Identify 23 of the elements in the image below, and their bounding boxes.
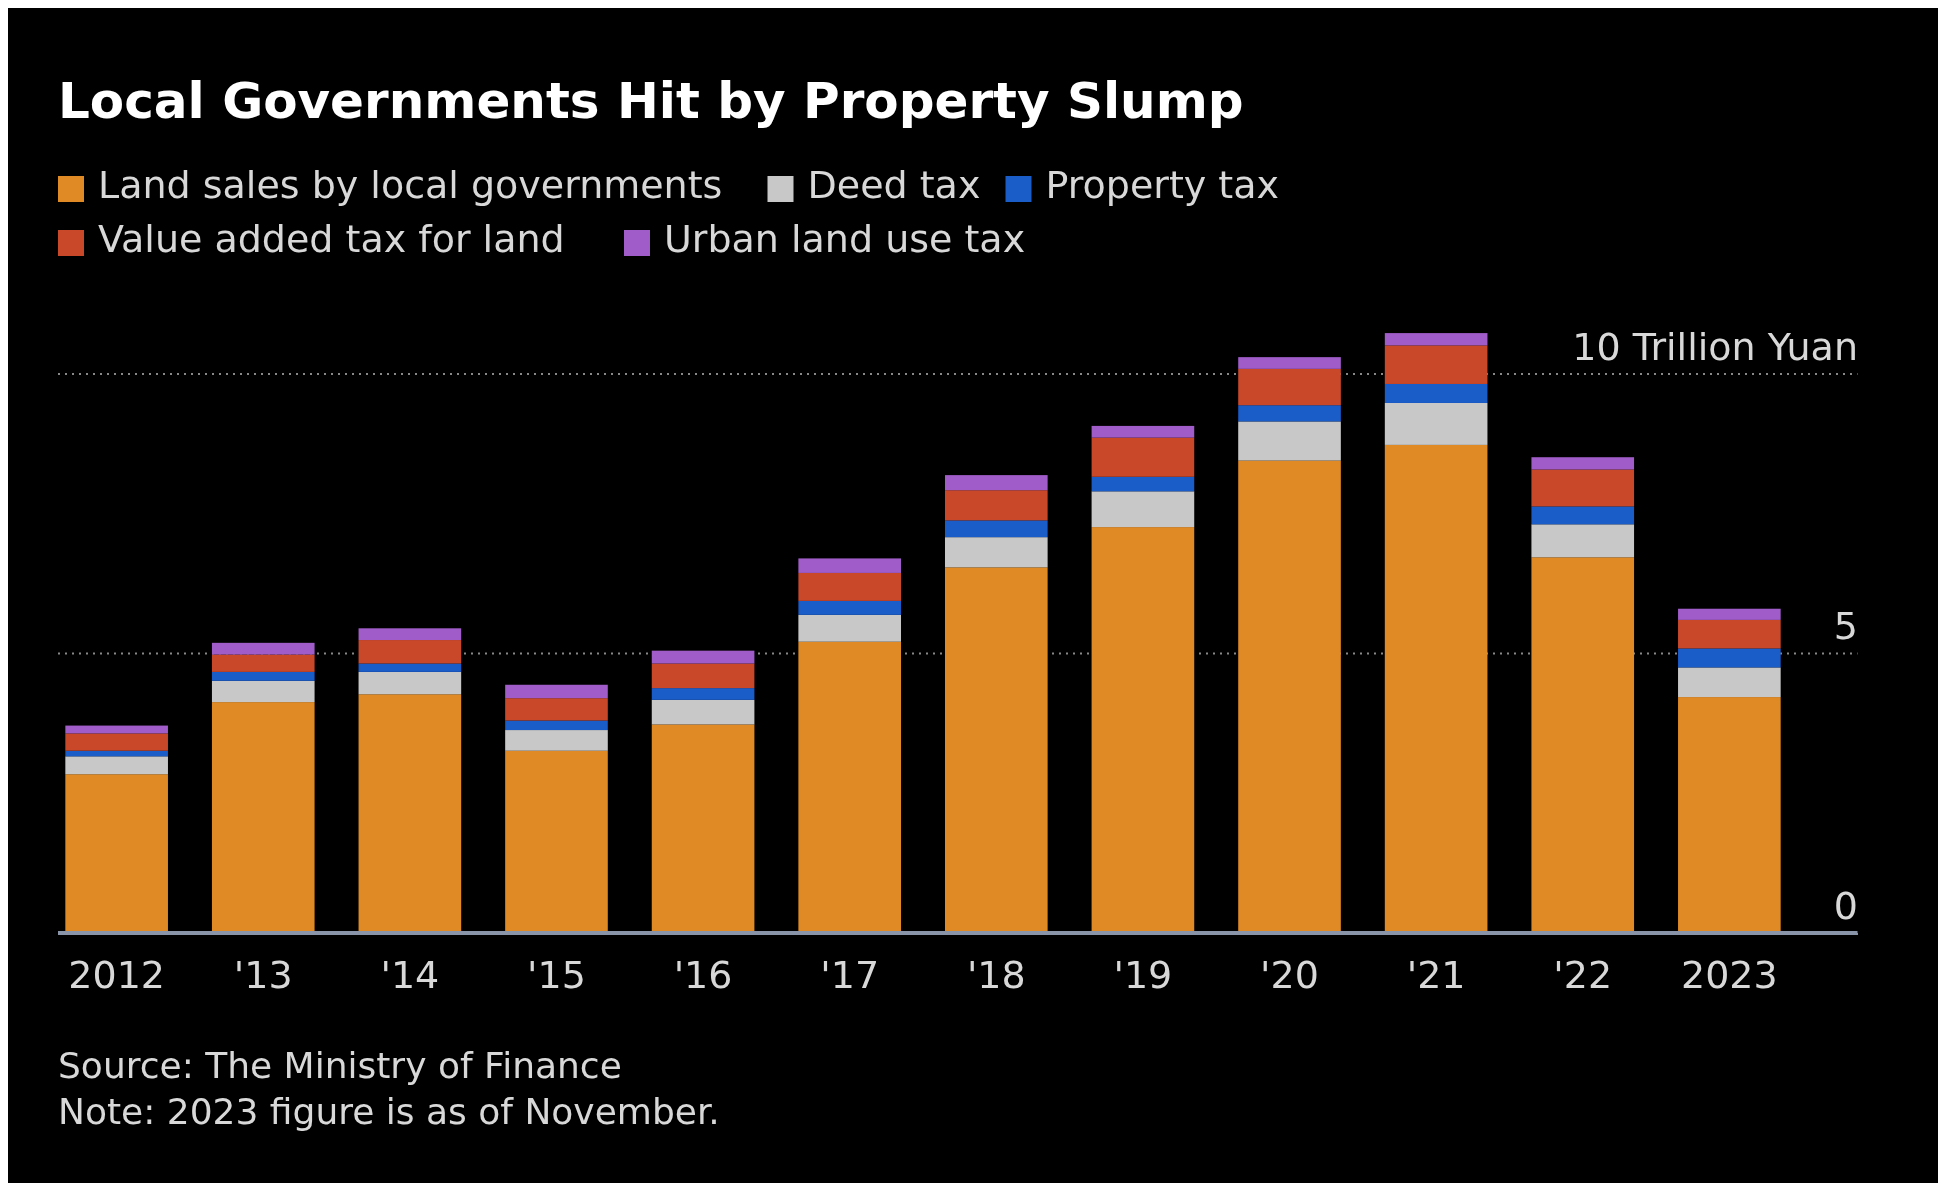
legend-label: Urban land use tax [664, 217, 1026, 261]
x-tick-label: '17 [820, 953, 880, 997]
x-tick-label: '20 [1260, 953, 1319, 997]
x-tick-label: '14 [380, 953, 440, 997]
x-tick-label: '21 [1406, 953, 1466, 997]
y-tick-label: 5 [1833, 604, 1858, 649]
chart-title: Local Governments Hit by Property Slump [58, 72, 1244, 130]
x-tick-label: '15 [527, 953, 586, 997]
text: Note: 2023 figure is as of November. [58, 1091, 720, 1132]
x-tick-label: '18 [966, 953, 1026, 997]
legend-label: Value added tax for land [98, 217, 565, 261]
legend-label: Land sales by local governments [98, 163, 723, 207]
legend-label: Property tax [1045, 163, 1280, 207]
source-note: Source: The Ministry of Finance [58, 1045, 622, 1086]
x-tick-label: '19 [1113, 953, 1173, 997]
x-tick-label: 2012 [68, 953, 165, 997]
y-tick-label: 10 Trillion Yuan [1572, 324, 1858, 369]
x-tick-label: 2023 [1681, 953, 1778, 997]
x-tick-label: '16 [673, 953, 733, 997]
y-tick-label: 0 [1833, 884, 1858, 928]
x-tick-label: '13 [233, 953, 293, 997]
x-tick-label: '22 [1553, 953, 1613, 997]
legend-label: Deed tax [807, 163, 981, 207]
